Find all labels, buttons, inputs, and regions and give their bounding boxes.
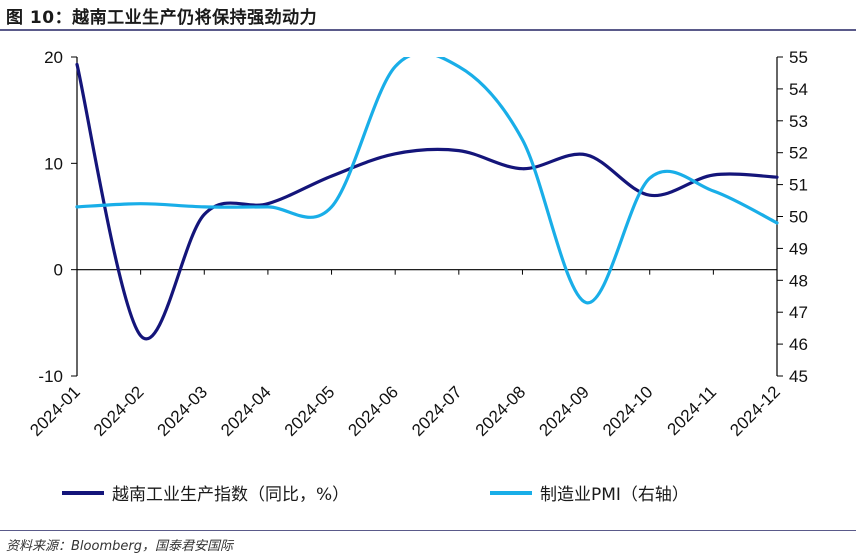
- right-y-tick-label: 54: [789, 80, 808, 99]
- series-line-industrial-production: [75, 62, 779, 341]
- right-y-tick-label: 46: [789, 335, 808, 354]
- x-tick-label: 2024-10: [599, 382, 657, 440]
- chart-lines: [75, 57, 779, 341]
- x-tick-label: 2024-04: [217, 382, 275, 440]
- right-y-tick-label: 48: [789, 271, 808, 290]
- x-tick-label: 2024-12: [726, 382, 784, 440]
- legend-item-pmi: 制造业PMI（右轴）: [490, 480, 689, 505]
- right-y-tick-label: 50: [789, 208, 808, 227]
- x-tick-label: 2024-07: [408, 382, 466, 440]
- x-tick-label: 2024-03: [154, 382, 212, 440]
- legend-swatch-pmi: [490, 490, 532, 495]
- x-tick-label: 2024-01: [26, 382, 84, 440]
- source-note: 资料来源：Bloomberg，国泰君安国际: [6, 539, 233, 554]
- left-y-tick-label: 20: [44, 48, 63, 67]
- right-y-tick-label: 55: [789, 48, 808, 67]
- left-y-tick-label: 10: [44, 154, 63, 173]
- legend-label-industrial: 越南工业生产指数（同比，%）: [112, 485, 350, 505]
- series-line-manufacturing-pmi: [75, 57, 779, 305]
- x-tick-label: 2024-05: [281, 382, 339, 440]
- right-y-tick-label: 52: [789, 144, 808, 163]
- left-y-tick-label: 0: [54, 261, 63, 280]
- figure-title: 图 10：越南工业生产仍将保持强劲动力: [6, 8, 318, 28]
- right-y-tick-label: 45: [789, 367, 808, 386]
- right-y-tick-label: 53: [789, 112, 808, 131]
- right-y-tick-label: 49: [789, 239, 808, 258]
- legend-swatch-industrial: [62, 490, 104, 495]
- x-tick-label: 2024-09: [535, 382, 593, 440]
- legend-label-pmi: 制造业PMI（右轴）: [540, 485, 689, 505]
- x-tick-label: 2024-08: [472, 382, 530, 440]
- x-tick-label: 2024-06: [344, 382, 402, 440]
- legend-item-industrial: 越南工业生产指数（同比，%）: [62, 480, 349, 505]
- title-divider: [0, 29, 856, 31]
- x-tick-label: 2024-11: [664, 382, 721, 439]
- footer-divider: [0, 530, 856, 531]
- x-tick-label: 2024-02: [90, 382, 148, 440]
- left-y-tick-label: -10: [38, 367, 63, 386]
- chart-legend: 越南工业生产指数（同比，%） 制造业PMI（右轴）: [0, 480, 856, 510]
- right-y-tick-label: 47: [789, 303, 808, 322]
- right-y-tick-label: 51: [789, 176, 808, 195]
